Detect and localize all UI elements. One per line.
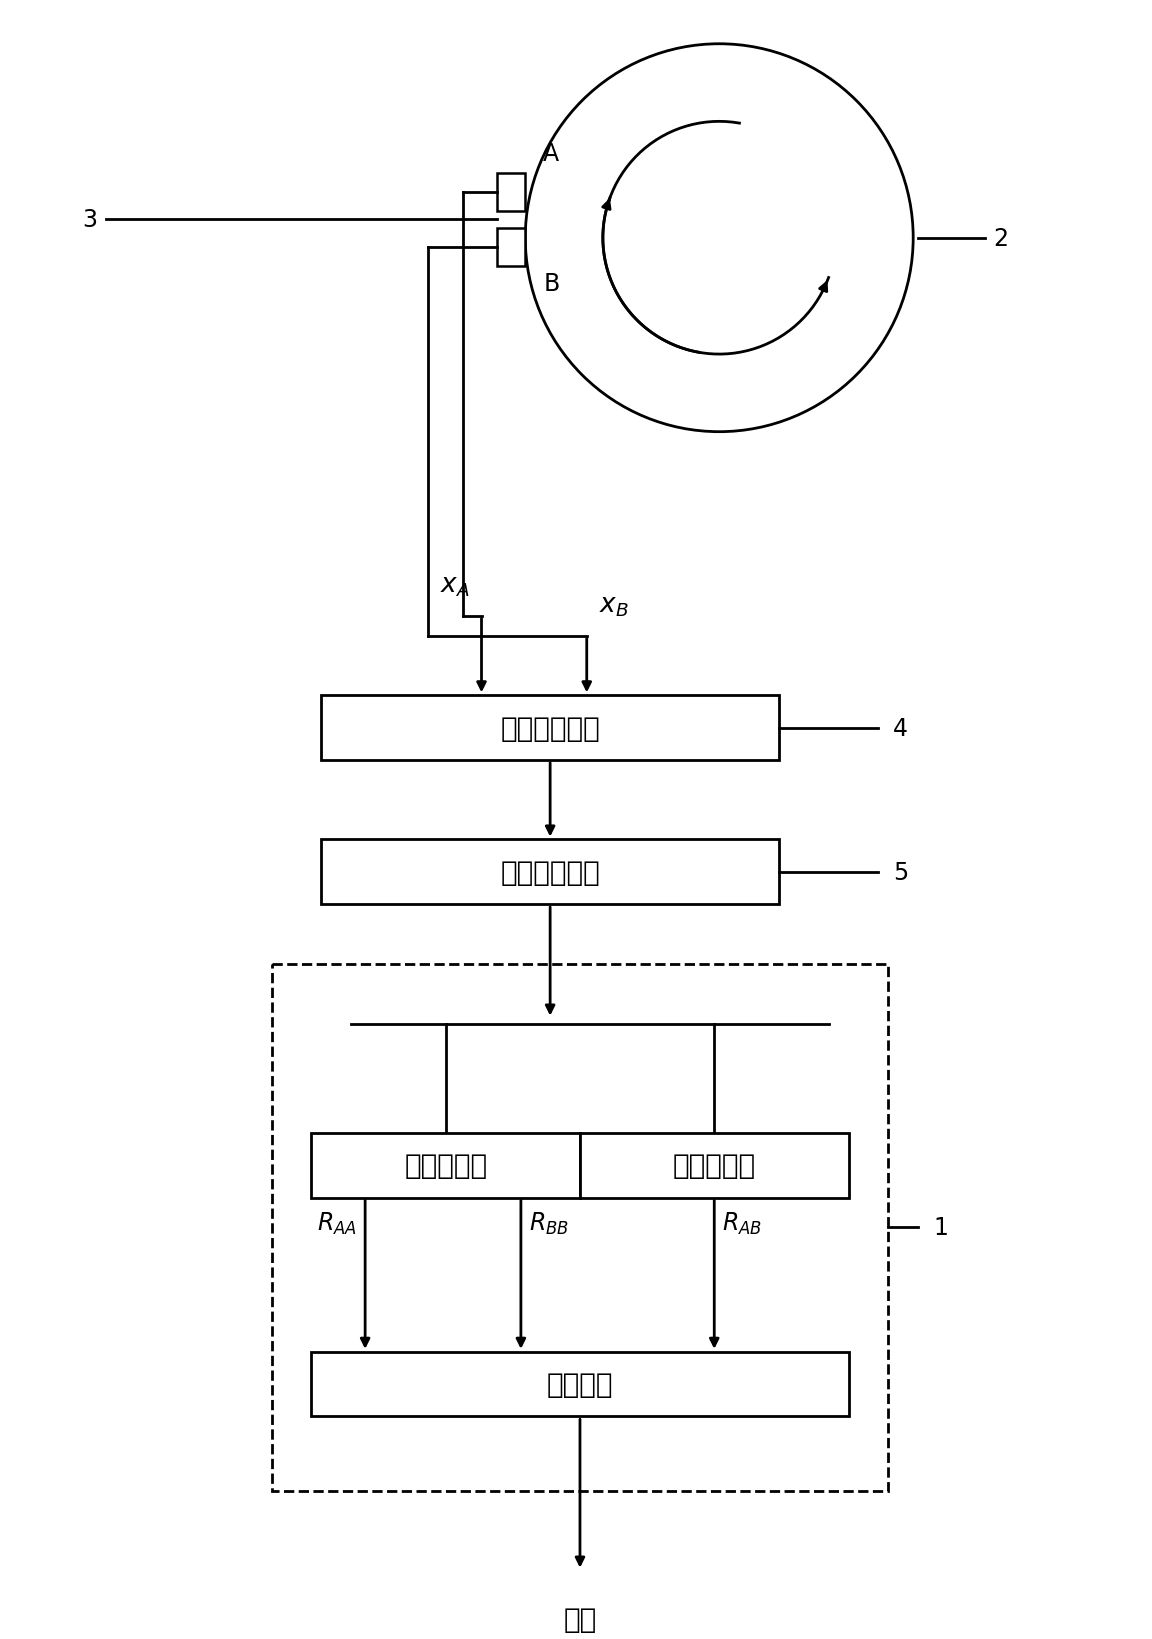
Text: $x_A$: $x_A$: [440, 572, 470, 598]
Text: 2: 2: [993, 226, 1008, 251]
Bar: [579, 1133, 849, 1198]
Text: B: B: [544, 272, 560, 295]
Text: $R_{AB}$: $R_{AB}$: [722, 1210, 763, 1236]
Text: 1: 1: [933, 1216, 948, 1239]
Text: 3: 3: [83, 208, 98, 233]
Text: 转速计算: 转速计算: [547, 1370, 613, 1398]
Text: $R_{AA}$: $R_{AA}$: [317, 1210, 357, 1236]
Bar: [311, 1133, 579, 1198]
Bar: [321, 697, 779, 760]
Text: 转速: 转速: [563, 1606, 597, 1634]
Text: 信号处理单元: 信号处理单元: [500, 859, 600, 887]
Bar: [498, 228, 525, 267]
Bar: [311, 1352, 849, 1416]
Circle shape: [525, 44, 914, 433]
Bar: [321, 839, 779, 905]
Text: $x_B$: $x_B$: [599, 592, 629, 618]
Text: 5: 5: [893, 860, 909, 885]
Text: 信号调理单元: 信号调理单元: [500, 715, 600, 742]
Text: 互相关分析: 互相关分析: [673, 1152, 756, 1180]
Text: 自相关分析: 自相关分析: [404, 1152, 487, 1180]
Bar: [498, 174, 525, 211]
Text: $R_{BB}$: $R_{BB}$: [529, 1210, 569, 1236]
Text: A: A: [544, 143, 560, 166]
Text: 4: 4: [893, 716, 908, 741]
Bar: [272, 964, 888, 1491]
